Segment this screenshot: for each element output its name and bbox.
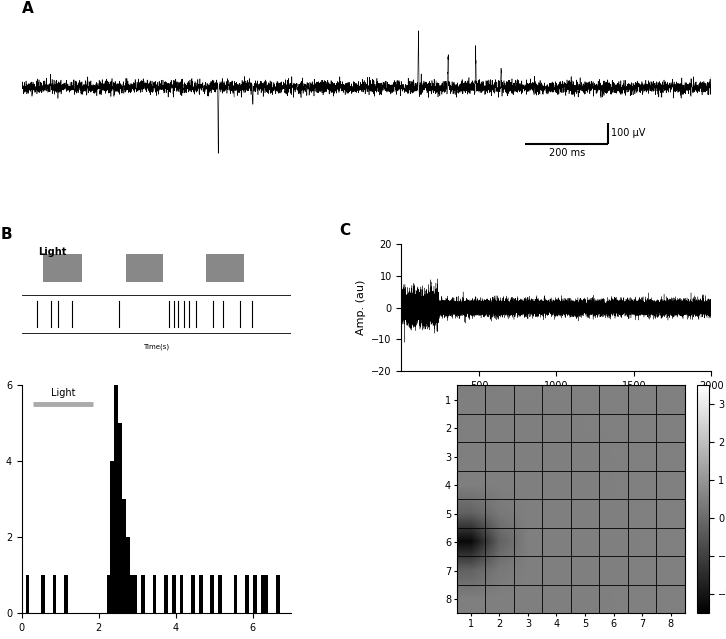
Bar	[253, 575, 256, 613]
Y-axis label: Amp. (au): Amp. (au)	[356, 280, 366, 335]
Bar	[122, 499, 126, 613]
Bar	[164, 575, 168, 613]
Bar	[41, 575, 45, 613]
Bar	[64, 575, 68, 613]
Bar	[130, 575, 134, 613]
Bar	[114, 385, 118, 613]
Bar	[261, 575, 264, 613]
Text: 200 ms: 200 ms	[549, 148, 584, 158]
Bar	[110, 461, 114, 613]
Text: A: A	[22, 1, 33, 16]
Bar	[107, 575, 110, 613]
Text: Light: Light	[51, 388, 75, 398]
Bar	[25, 575, 30, 613]
Text: Light: Light	[38, 247, 66, 257]
Bar	[234, 575, 237, 613]
Bar	[126, 254, 163, 282]
Text: C: C	[340, 223, 351, 238]
Text: B: B	[0, 227, 12, 242]
Bar	[276, 575, 280, 613]
Text: 100 μV: 100 μV	[611, 128, 646, 138]
Bar	[141, 575, 145, 613]
X-axis label: Time (msec): Time (msec)	[522, 396, 591, 406]
Bar	[199, 575, 203, 613]
Bar	[191, 575, 195, 613]
Bar	[152, 575, 157, 613]
Bar	[134, 575, 137, 613]
Bar	[52, 575, 57, 613]
Bar	[219, 575, 222, 613]
Text: Time(s): Time(s)	[144, 343, 170, 350]
Bar	[179, 575, 184, 613]
Bar	[245, 575, 249, 613]
Bar	[172, 575, 176, 613]
Bar	[211, 575, 214, 613]
Bar	[206, 254, 244, 282]
Bar	[126, 537, 129, 613]
Bar	[118, 423, 122, 613]
Bar	[264, 575, 268, 613]
Bar	[44, 254, 83, 282]
